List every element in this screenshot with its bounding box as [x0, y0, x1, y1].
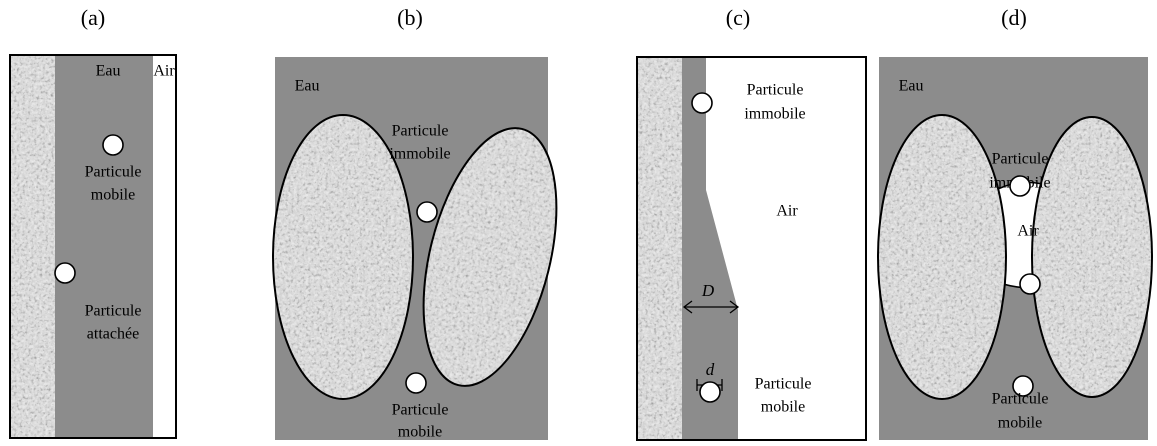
- particle: [692, 93, 712, 113]
- label: Particule: [392, 123, 449, 140]
- label: mobile: [91, 187, 135, 204]
- particle: [700, 382, 720, 402]
- label: Particule: [992, 391, 1049, 408]
- label: Particule: [755, 376, 812, 393]
- panel-a: (a) Eau Air Particule mobile Particule a…: [10, 5, 176, 438]
- panel-title: (c): [726, 5, 750, 30]
- label: Particule: [992, 151, 1049, 168]
- particle: [406, 373, 426, 393]
- panel-title: (a): [81, 5, 105, 30]
- label: Air: [153, 63, 175, 80]
- label: D: [701, 281, 715, 300]
- label: Particule: [85, 303, 142, 320]
- particle: [55, 263, 75, 283]
- label: mobile: [998, 415, 1042, 432]
- label: Eau: [899, 78, 924, 95]
- label: mobile: [761, 399, 805, 416]
- panel-title: (b): [397, 5, 423, 30]
- label: Air: [1017, 223, 1039, 240]
- label: mobile: [398, 424, 442, 441]
- panel-b: (b) Eau Particule immobile Particule mob…: [273, 5, 580, 441]
- solid: [10, 55, 55, 438]
- particle: [103, 135, 123, 155]
- label: Particule: [747, 82, 804, 99]
- particle: [417, 202, 437, 222]
- solid: [637, 57, 682, 440]
- label: immobile: [744, 106, 805, 123]
- particle: [1020, 274, 1040, 294]
- particle: [1010, 176, 1030, 196]
- label: d: [706, 360, 715, 379]
- panel-c: (c) Particule immobile Air D d Particule…: [637, 5, 866, 440]
- diagram: (a) Eau Air Particule mobile Particule a…: [0, 0, 1157, 446]
- label: Eau: [295, 78, 320, 95]
- label: attachée: [87, 326, 139, 343]
- panel-title: (d): [1001, 5, 1027, 30]
- panel-d: (d) Eau Particule immobile Air Particule…: [878, 5, 1152, 440]
- water: [55, 55, 153, 438]
- label: Air: [776, 203, 798, 220]
- page: (a) Eau Air Particule mobile Particule a…: [0, 0, 1157, 446]
- label: Particule: [85, 164, 142, 181]
- label: Eau: [96, 63, 121, 80]
- label: Particule: [392, 402, 449, 419]
- label: immobile: [389, 146, 450, 163]
